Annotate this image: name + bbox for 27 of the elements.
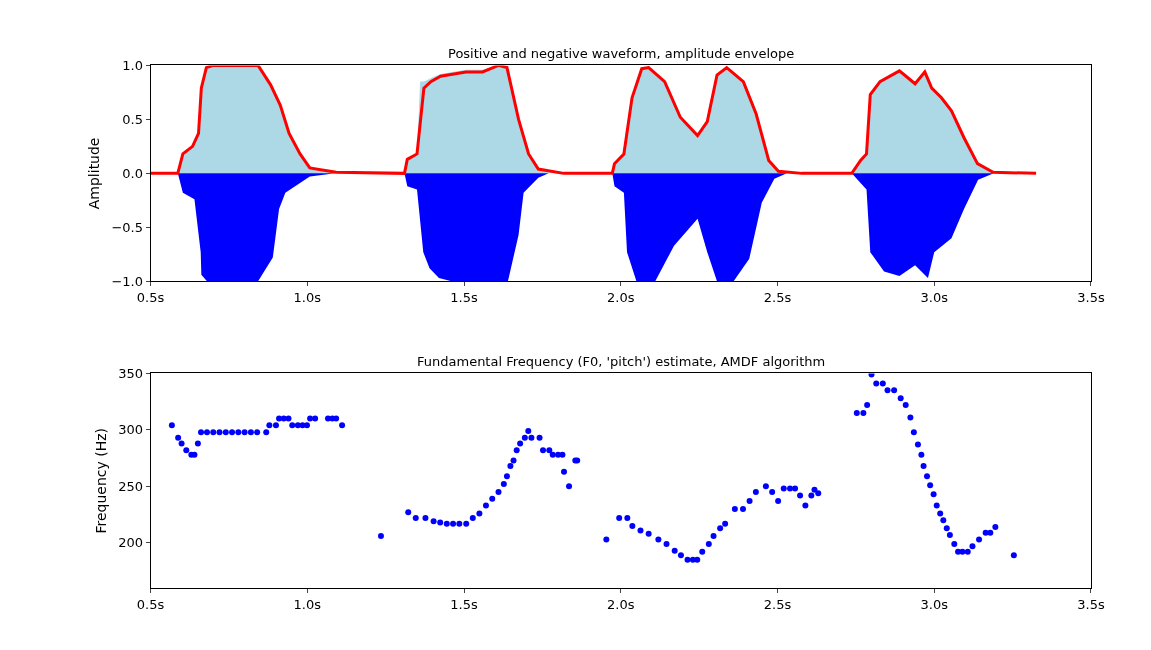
y-tick-label: 0.5 <box>122 111 143 127</box>
y-tick-label: 350 <box>118 365 143 381</box>
y-tick-label: −0.5 <box>111 219 143 235</box>
y-axis-title: Frequency (Hz) <box>92 427 109 534</box>
x-tick-label: 2.5s <box>763 289 792 305</box>
x-tick-label: 3.0s <box>920 289 949 305</box>
y-tick-label: −1.0 <box>111 273 143 289</box>
x-tick-label: 0.5s <box>136 596 165 612</box>
x-tick-label: 2.5s <box>763 596 792 612</box>
x-tick-label: 1.0s <box>293 596 322 612</box>
y-tick-label: 250 <box>118 478 143 494</box>
y-tick-label: 200 <box>118 535 143 551</box>
y-tick-label: 300 <box>118 422 143 438</box>
x-tick-label: 1.5s <box>450 596 478 612</box>
x-tick-label: 1.5s <box>450 289 478 305</box>
chart-title: Positive and negative waveform, amplitude envelope <box>448 46 795 61</box>
x-tick-label: 3.5s <box>1077 596 1105 612</box>
x-tick-label: 0.5s <box>136 289 165 305</box>
y-tick-label: 1.0 <box>122 57 143 73</box>
x-tick-label: 3.5s <box>1077 289 1105 305</box>
y-axis-title: Amplitude <box>85 137 102 210</box>
x-tick-label: 2.0s <box>607 596 635 612</box>
x-tick-label: 2.0s <box>607 289 635 305</box>
y-tick-label: 0.0 <box>122 165 143 181</box>
x-tick-label: 3.0s <box>920 596 949 612</box>
x-tick-label: 1.0s <box>293 289 322 305</box>
chart-title: Fundamental Frequency (F0, 'pitch') estimate, AMDF algorithm <box>417 354 826 369</box>
